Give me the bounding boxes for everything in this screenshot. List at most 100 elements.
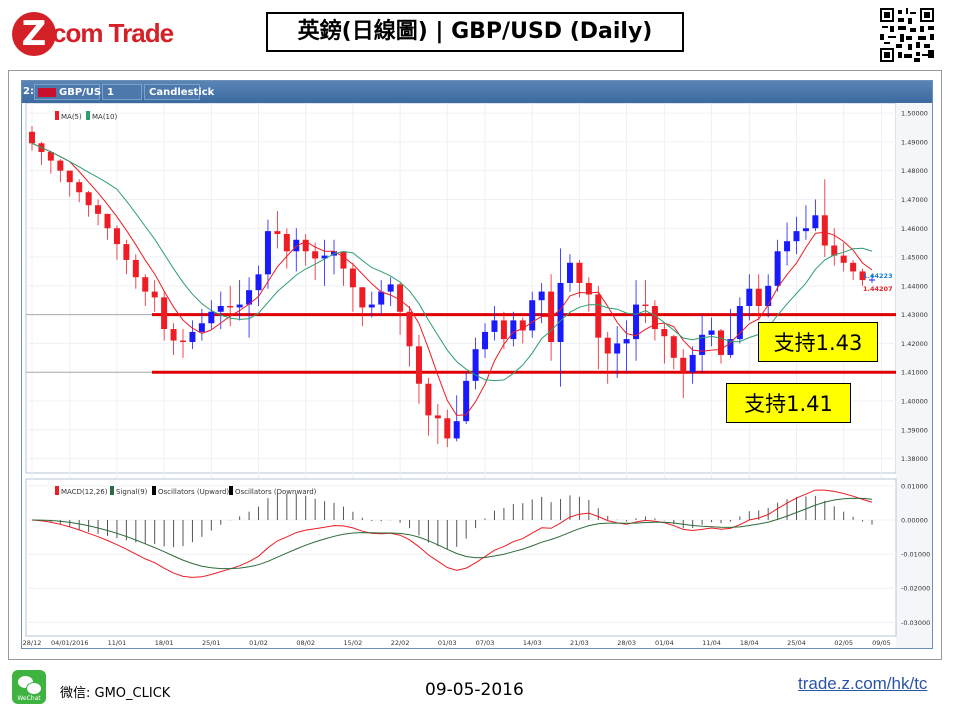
candle-body — [557, 282, 564, 342]
legend-ma5: MA(5) — [61, 113, 82, 121]
candle-body — [463, 380, 470, 422]
candle-body — [859, 271, 866, 281]
x-tick-label: 18/04 — [740, 639, 759, 647]
candle-body — [415, 346, 422, 384]
x-tick-label: 15/02 — [344, 639, 363, 647]
candle-body — [425, 383, 432, 416]
candle-body — [717, 330, 724, 355]
current-price-a: 1.44223 — [863, 272, 893, 280]
wechat-icon: WeChat — [12, 670, 46, 704]
candle-body — [519, 320, 526, 331]
candle-body — [113, 228, 120, 245]
price-tick-label: 1.41000 — [901, 369, 928, 377]
candle-body — [293, 239, 300, 252]
x-tick-label: 28/03 — [617, 639, 636, 647]
candle-body — [680, 357, 687, 373]
support-label-141: 支持1.41 — [726, 383, 851, 423]
candle-body — [217, 305, 224, 312]
x-tick-label: 21/03 — [570, 639, 589, 647]
candle-body — [161, 297, 168, 330]
price-tick-label: 1.39000 — [901, 426, 928, 434]
candle-body — [746, 288, 753, 306]
axis-layer: 1.50000 1.49000 1.48000 1.47000 1.46000 1.450… — [23, 110, 931, 647]
candle-body — [85, 192, 92, 206]
price-tick-label: 1.47000 — [901, 196, 928, 204]
candle-body — [529, 300, 536, 331]
candle-body — [236, 304, 243, 308]
legend-ma10: MA(10) — [92, 113, 117, 121]
candle-body — [510, 320, 517, 340]
candle-body — [321, 255, 328, 259]
candle-body — [500, 320, 507, 340]
candle-body — [708, 330, 715, 335]
candle-body — [831, 245, 838, 256]
candle-body — [340, 251, 347, 269]
candle-body — [189, 331, 196, 342]
price-tick-label: 1.49000 — [901, 138, 928, 146]
candle-body — [614, 343, 621, 354]
candle-body — [821, 215, 828, 246]
price-legend: MA(5) MA(10) — [55, 111, 117, 121]
candle-body — [642, 304, 649, 306]
candle-body — [869, 279, 875, 281]
price-tick-label: 1.40000 — [901, 398, 928, 406]
interval-selector[interactable]: 1 day — [102, 84, 142, 114]
candle-body — [359, 287, 366, 308]
website-link[interactable]: trade.z.com/hk/tc — [798, 674, 928, 693]
x-tick-label: 25/01 — [202, 639, 221, 647]
x-tick-label: 01/02 — [249, 639, 268, 647]
legend-signal: Signal(9) — [116, 488, 148, 496]
macd-tick-label: -0.01000 — [901, 551, 930, 559]
y-axis-area — [896, 103, 932, 648]
candle-body — [623, 339, 630, 344]
macd-tick-label: 0.01000 — [901, 482, 928, 490]
macd-layer — [31, 489, 873, 578]
logo-text: com Trade — [52, 18, 174, 48]
current-price-b: 1.44207 — [863, 285, 893, 293]
wechat-icon-label: WeChat — [17, 695, 41, 702]
symbol-selector[interactable]: GBP/USD — [34, 84, 109, 100]
symbol-label: GBP/USD — [59, 87, 110, 98]
candle-body — [595, 294, 602, 338]
candle-body — [302, 239, 309, 252]
brand-logo: Z com Trade — [12, 12, 212, 56]
candle-body — [66, 170, 73, 183]
macd-grid — [25, 478, 897, 637]
macd-tick-label: 0.00000 — [901, 516, 928, 524]
candle-body — [76, 182, 83, 193]
candle-body — [312, 251, 319, 259]
candle-body — [453, 421, 460, 439]
candle-body — [255, 274, 262, 291]
candle-body — [793, 231, 800, 242]
price-tick-label: 1.50000 — [901, 110, 928, 118]
price-tick-label: 1.46000 — [901, 225, 928, 233]
candle-body — [274, 231, 281, 235]
price-tick-label: 1.45000 — [901, 254, 928, 262]
x-tick-label: 14/03 — [523, 639, 542, 647]
candle-body — [472, 349, 479, 381]
candle-body — [736, 305, 743, 340]
candle-body — [198, 323, 205, 332]
price-layer — [26, 126, 896, 448]
x-tick-label: 01/04 — [655, 639, 674, 647]
chart-style-selector[interactable]: Candlestick — [144, 84, 214, 100]
x-tick-label: 18/01 — [155, 639, 174, 647]
price-tick-label: 1.48000 — [901, 167, 928, 175]
candle-body — [727, 339, 734, 355]
candle-body — [378, 291, 385, 305]
chart-index: 2: — [23, 86, 34, 97]
candle-body — [765, 285, 772, 306]
candle-body — [633, 304, 640, 340]
chart-frame — [8, 70, 942, 660]
candle-body — [264, 231, 271, 275]
price-tick-label: 1.43000 — [901, 311, 928, 319]
candle-body — [406, 311, 413, 347]
candle-body — [227, 305, 234, 308]
candle-body — [283, 234, 290, 252]
candle-body — [482, 331, 489, 350]
x-tick-label: 04/01/2016 — [51, 639, 88, 647]
macd-legend: MACD(12,26) Signal(9) Oscillators (Upwar… — [55, 486, 317, 496]
candle-body — [538, 291, 545, 301]
x-tick-label: 28/12 — [23, 639, 42, 647]
candle-body — [802, 228, 809, 232]
